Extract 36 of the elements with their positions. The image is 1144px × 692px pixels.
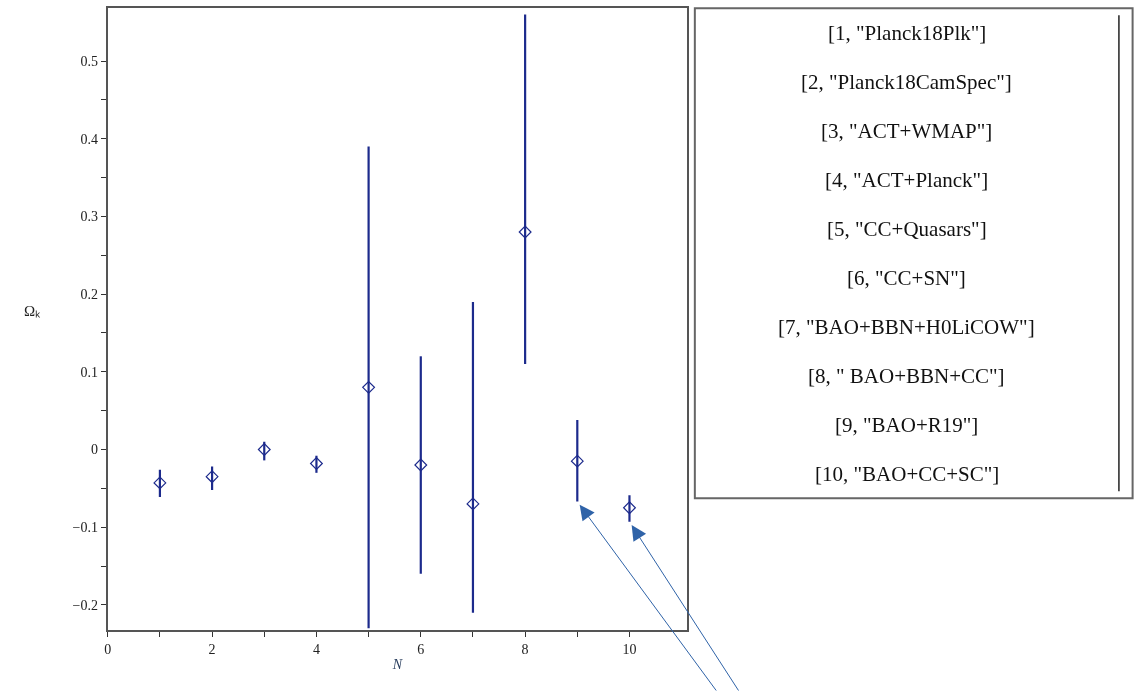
x-tick-label: 8 — [521, 641, 529, 657]
y-tick-label: 0.2 — [80, 287, 98, 303]
text: [6, "CC+SN"] — [847, 266, 966, 290]
point — [153, 476, 167, 490]
x-tick-label: 4 — [312, 641, 320, 657]
point — [205, 470, 219, 484]
point — [414, 458, 428, 472]
point — [570, 454, 584, 468]
text: [4, "ACT+Planck"] — [825, 168, 989, 192]
y-tick-label: −0.1 — [72, 520, 98, 536]
point — [518, 225, 532, 239]
point — [466, 497, 480, 511]
y-tick-label: 0.3 — [80, 209, 98, 225]
text: [9, "BAO+R19"] — [835, 413, 979, 437]
y-axis-title: Ωₖ — [24, 303, 42, 319]
text: [7, "BAO+BBN+H0LiCOW"] — [778, 315, 1035, 339]
text: [8, " BAO+BBN+CC"] — [808, 364, 1005, 388]
x-tick-label: 10 — [622, 641, 637, 657]
y-tick-label: 0 — [90, 442, 98, 458]
y-tick-label: 0.4 — [80, 131, 98, 147]
text: [5, "CC+Quasars"] — [827, 217, 987, 241]
point — [309, 457, 323, 470]
x-tick-label: 6 — [417, 641, 425, 657]
y-tick-label: −0.2 — [72, 597, 98, 613]
text: [10, "BAO+CC+SC"] — [815, 462, 1000, 486]
point — [362, 380, 376, 394]
text: [2, "Planck18CamSpec"] — [801, 70, 1012, 94]
text: [1, "Planck18Plk"] — [828, 21, 987, 45]
point — [623, 501, 636, 515]
x-tick-label: 0 — [104, 641, 112, 657]
y-tick-label: 0.5 — [80, 54, 98, 70]
x-axis-title: N — [391, 657, 403, 673]
text: [3, "ACT+WMAP"] — [821, 119, 993, 143]
y-tick-label: 0.1 — [80, 364, 98, 380]
x-tick-label: 2 — [208, 641, 216, 657]
point — [257, 443, 271, 456]
